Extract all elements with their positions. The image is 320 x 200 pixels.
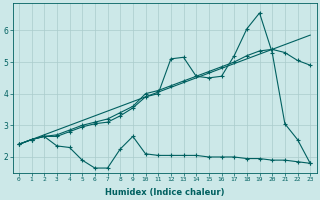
X-axis label: Humidex (Indice chaleur): Humidex (Indice chaleur) bbox=[105, 188, 224, 197]
